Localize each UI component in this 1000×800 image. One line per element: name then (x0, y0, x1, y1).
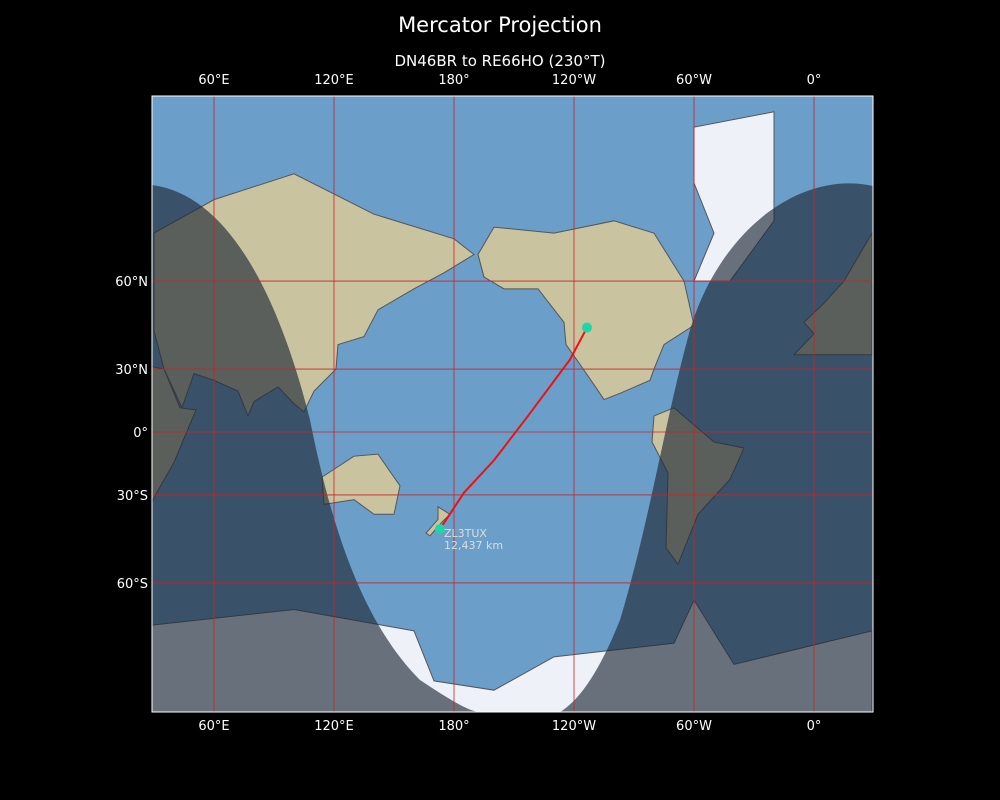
map-frame (151, 95, 874, 713)
land-north-america (477, 220, 695, 401)
graticule (152, 96, 873, 712)
lat-tick-label: 60°N (115, 275, 148, 290)
lon-tick-label: 180° (438, 73, 469, 88)
map-title: Mercator Projection (398, 13, 602, 37)
lat-tick-label: 30°S (117, 489, 148, 504)
lat-tick-label: 30°N (115, 363, 148, 378)
lon-tick-label: 60°E (198, 73, 229, 88)
lon-tick-label: 60°E (198, 719, 229, 734)
lat-tick-label: 60°S (117, 577, 148, 592)
night-shade-west (152, 185, 480, 712)
lon-tick-label: 60°W (676, 73, 712, 88)
lon-tick-label: 0° (807, 73, 822, 88)
lon-tick-label: 60°W (676, 719, 712, 734)
station-marker-origin (582, 322, 592, 333)
map-subtitle: DN46BR to RE66HO (230°T) (394, 52, 606, 70)
station-label: ZL3TUX (444, 527, 487, 540)
lon-tick-label: 120°W (552, 719, 596, 734)
night-shade-east (560, 183, 873, 712)
lon-tick-label: 120°E (314, 73, 354, 88)
route-line (439, 327, 588, 530)
station-marker-destination (435, 524, 445, 535)
lon-tick-label: 180° (438, 719, 469, 734)
distance-label: 12,437 km (444, 539, 503, 552)
lon-tick-label: 120°E (314, 719, 354, 734)
lon-tick-label: 0° (807, 719, 822, 734)
axis-ticks: 60°E 60°E 120°E 120°E 180° 180° 120°W 120°W 60°W… (115, 73, 821, 734)
lon-tick-label: 120°W (552, 73, 596, 88)
lat-tick-label: 0° (133, 426, 148, 441)
